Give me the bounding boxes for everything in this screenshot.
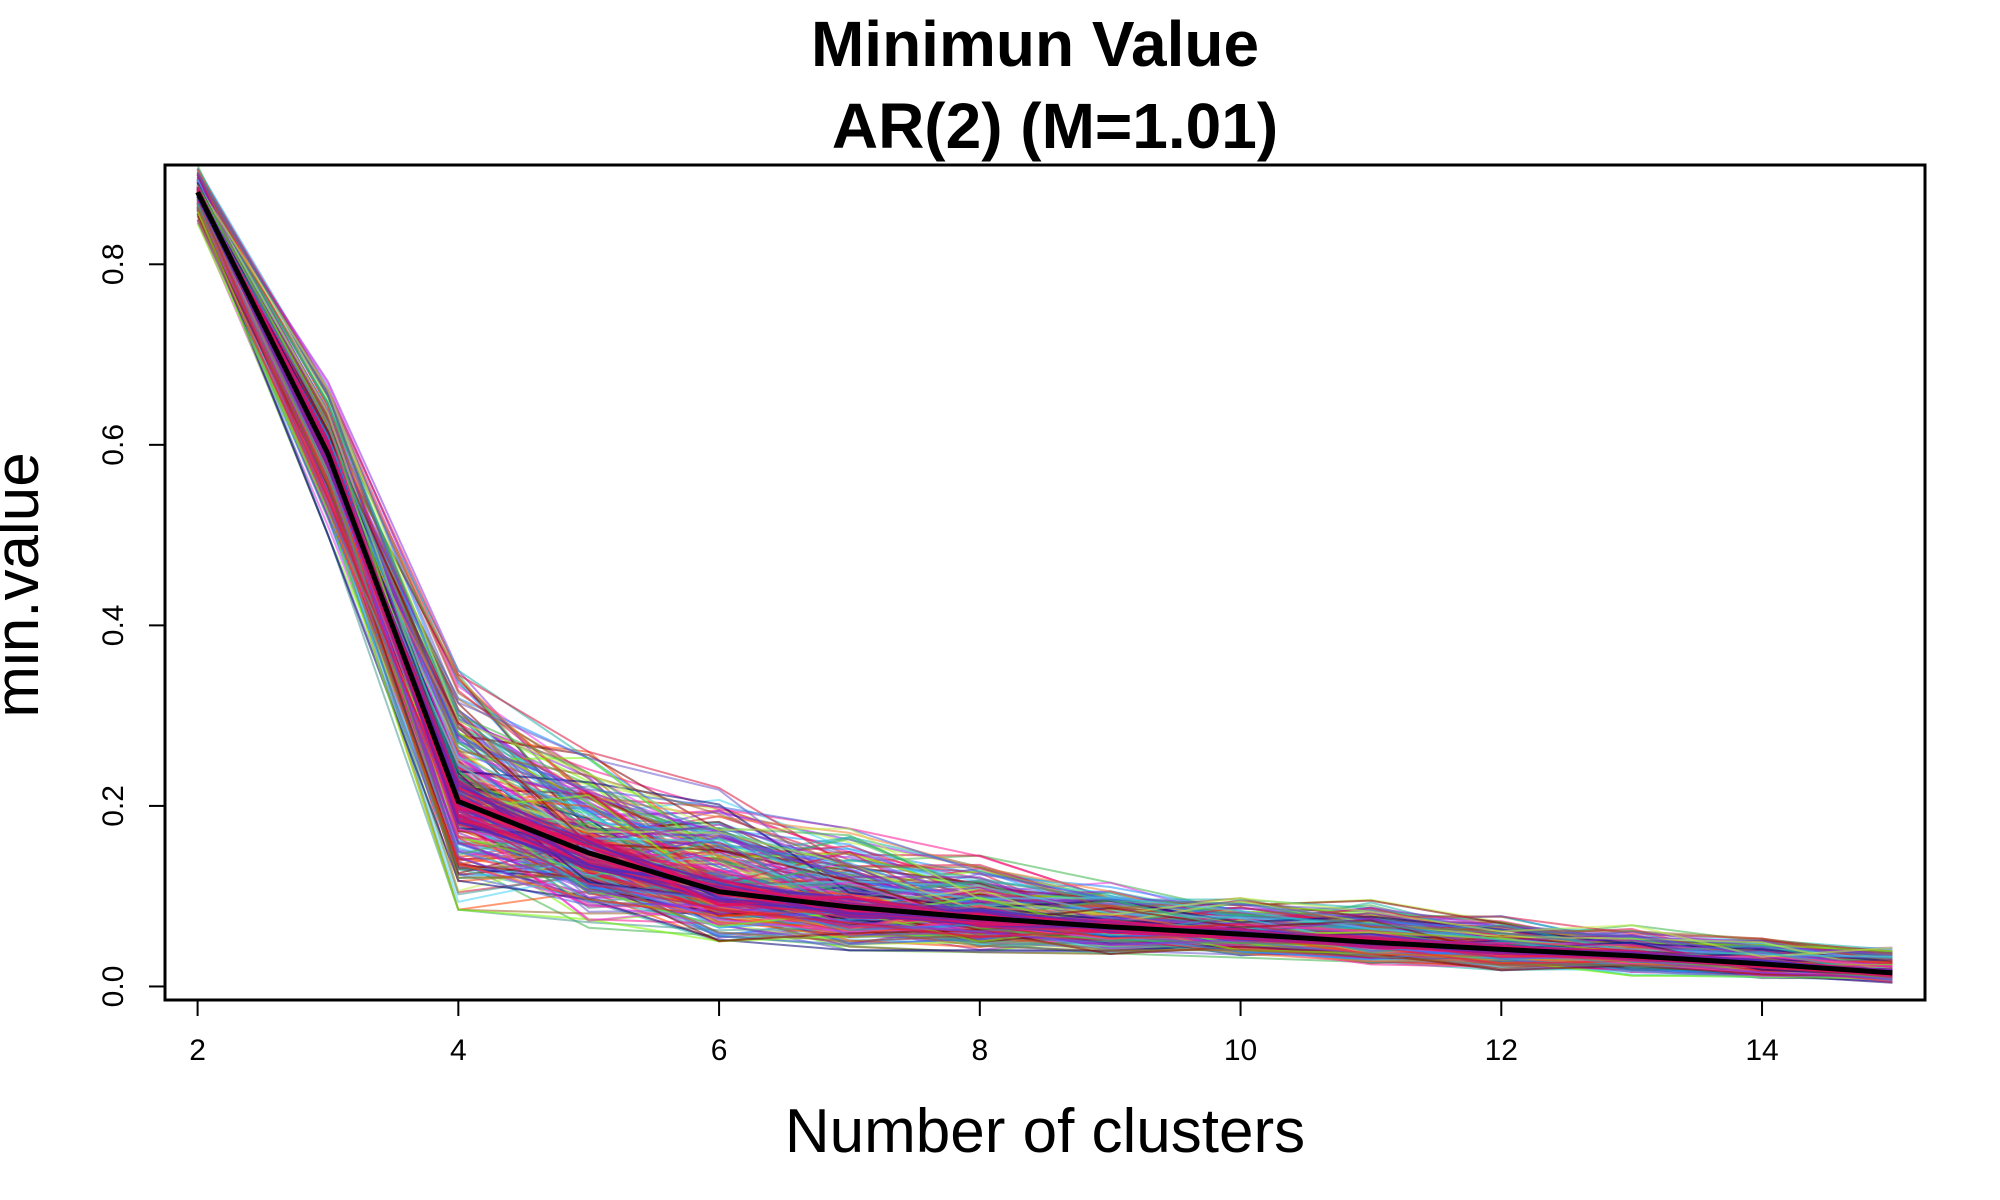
plot-frame bbox=[163, 163, 1927, 1002]
y-tick-label: 0.4 bbox=[97, 605, 130, 647]
y-tick-label: 0.2 bbox=[97, 785, 130, 827]
x-tick-label: 4 bbox=[450, 1034, 467, 1067]
simulation-line bbox=[196, 181, 1893, 963]
simulation-line bbox=[196, 206, 1893, 984]
x-tick-label: 8 bbox=[971, 1034, 988, 1067]
mean-layer bbox=[195, 190, 1893, 976]
x-tick-label: 14 bbox=[1745, 1034, 1778, 1067]
x-axis-title: Number of clusters bbox=[785, 1097, 1305, 1166]
x-tick-label: 6 bbox=[711, 1034, 728, 1067]
chart-title: Minimun Value bbox=[811, 8, 1259, 80]
y-axis-title: min.value bbox=[0, 452, 52, 717]
simulation-line bbox=[196, 184, 1893, 958]
y-tick-label: 0.6 bbox=[97, 424, 130, 466]
x-tick-label: 12 bbox=[1485, 1034, 1518, 1067]
x-tick-label: 2 bbox=[189, 1034, 206, 1067]
simulation-line bbox=[196, 207, 1893, 978]
chart-subtitle: AR(2) (M=1.01) bbox=[832, 90, 1278, 162]
y-tick-label: 0.0 bbox=[97, 966, 130, 1008]
x-tick-label: 10 bbox=[1224, 1034, 1257, 1067]
series-layer bbox=[196, 165, 1893, 984]
simulation-line bbox=[196, 179, 1893, 958]
x-axis: 2 4 6 8 10 12 14 bbox=[189, 999, 1779, 1067]
mean-line bbox=[195, 190, 1893, 976]
simulation-line bbox=[196, 172, 1893, 955]
y-tick-label: 0.8 bbox=[97, 243, 130, 285]
simulation-line bbox=[196, 172, 1893, 960]
y-axis: 0.0 0.2 0.4 0.6 0.8 bbox=[97, 243, 166, 1008]
